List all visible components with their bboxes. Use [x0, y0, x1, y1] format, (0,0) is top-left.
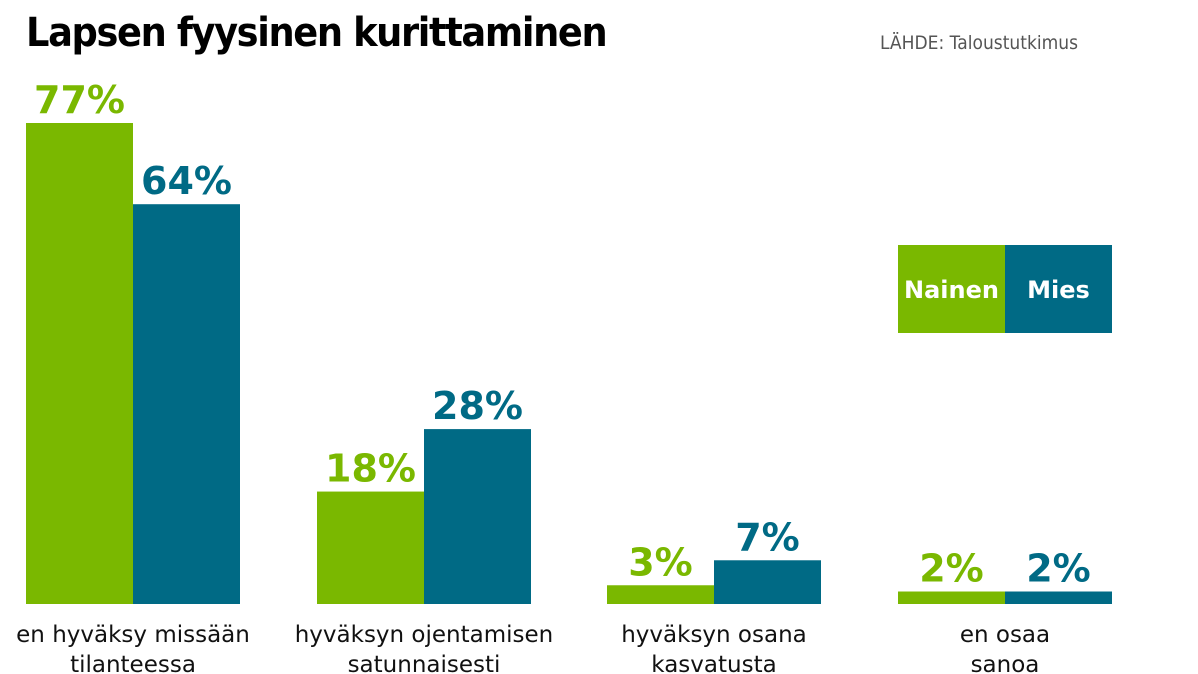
bar-nainen-3	[607, 585, 714, 604]
category-label-2-line-2: satunnaisesti	[348, 652, 501, 674]
value-label-mies-2: 28%	[432, 384, 523, 428]
legend-label-nainen: Nainen	[904, 276, 999, 304]
value-label-mies-4: 2%	[1026, 547, 1091, 591]
bar-mies-1	[133, 204, 240, 604]
chart-source: LÄHDE: Taloustutkimus	[880, 32, 1079, 54]
value-label-nainen-4: 2%	[919, 547, 984, 591]
value-label-nainen-3: 3%	[628, 540, 693, 584]
legend-swatch-mies	[1005, 245, 1112, 333]
legend-label-mies: Mies	[1027, 276, 1090, 304]
category-label-2-line-1: hyväksyn ojentamisen	[295, 622, 554, 648]
bar-nainen-4	[898, 591, 1005, 604]
category-label-4-line-2: sanoa	[971, 652, 1040, 674]
value-label-nainen-1: 77%	[34, 78, 125, 122]
value-label-mies-1: 64%	[141, 159, 232, 203]
category-label-3-line-2: kasvatusta	[651, 652, 776, 674]
bar-mies-3	[714, 560, 821, 604]
chart-title: Lapsen fyysinen kurittaminen	[26, 10, 608, 56]
value-label-nainen-2: 18%	[325, 447, 416, 491]
bar-mies-2	[424, 429, 531, 604]
bar-nainen-2	[317, 491, 424, 604]
legend-swatch-nainen	[898, 245, 1005, 333]
category-label-1-line-2: tilanteessa	[70, 652, 196, 674]
category-label-4-line-1: en osaa	[960, 622, 1050, 648]
bar-mies-4	[1005, 591, 1112, 604]
category-label-3-line-1: hyväksyn osana	[621, 622, 807, 648]
bar-nainen-1	[26, 123, 133, 604]
category-label-1-line-1: en hyväksy missään	[16, 622, 250, 648]
value-label-mies-3: 7%	[735, 515, 800, 559]
